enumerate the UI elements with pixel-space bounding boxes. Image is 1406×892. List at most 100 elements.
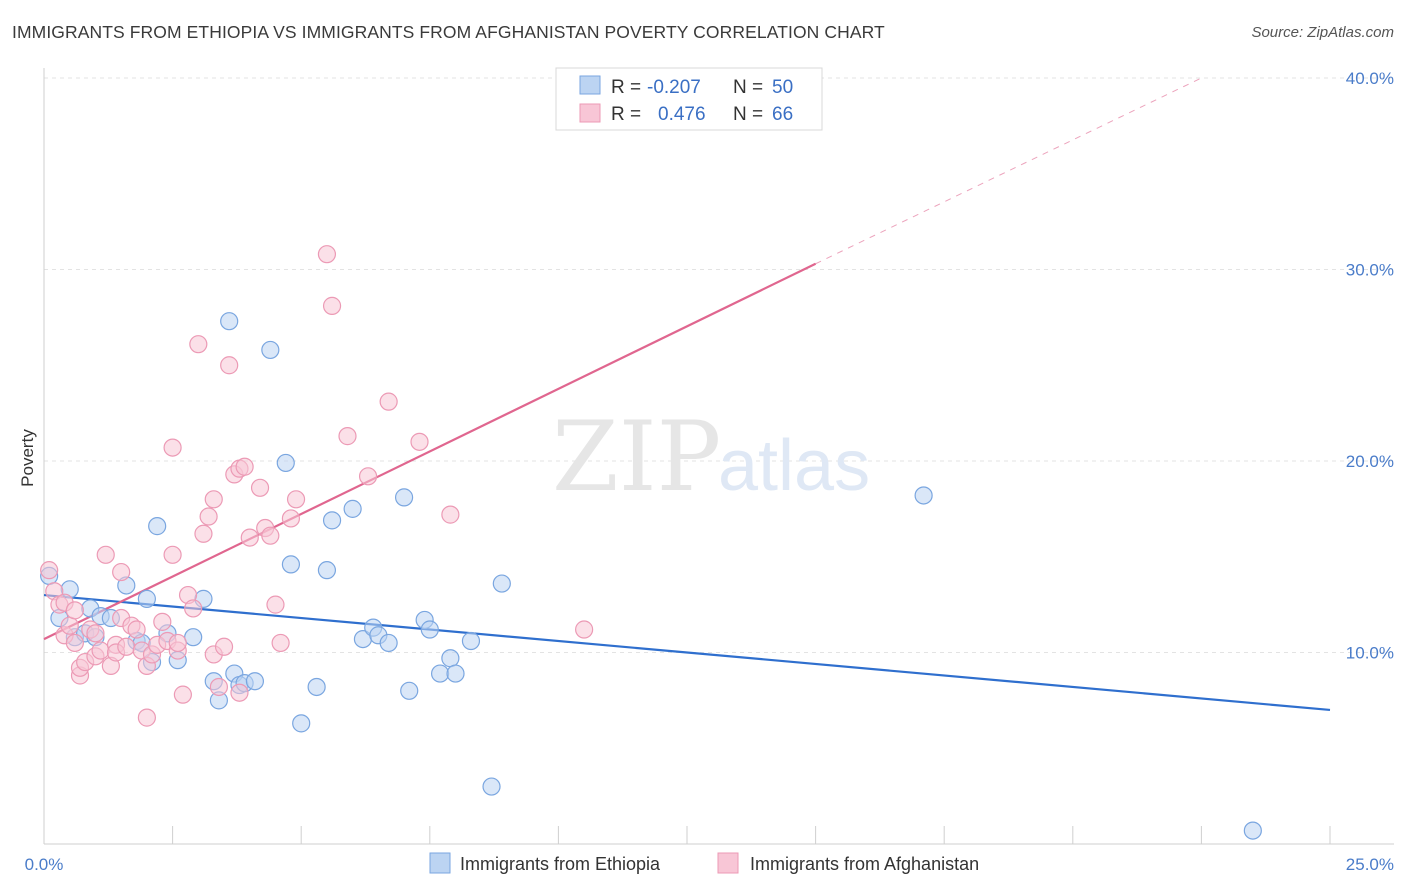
point-afghanistan (137, 708, 156, 727)
point-ethiopia (492, 574, 511, 593)
point-ethiopia (322, 511, 342, 530)
point-afghanistan (379, 392, 398, 411)
point-afghanistan (410, 432, 429, 451)
point-afghanistan (209, 677, 228, 697)
point-afghanistan (86, 624, 105, 643)
trend-line-afghanistan-extension (815, 77, 1202, 265)
legend-swatch-afghanistan (579, 103, 601, 123)
point-afghanistan (214, 637, 234, 656)
point-ethiopia (482, 777, 501, 796)
point-afghanistan (127, 620, 146, 639)
point-afghanistan (65, 601, 84, 620)
y-tick-label: 40.0% (1346, 69, 1394, 88)
point-afghanistan (91, 641, 110, 660)
point-ethiopia (245, 672, 265, 691)
y-tick-label: 30.0% (1346, 261, 1394, 280)
point-afghanistan (163, 545, 182, 564)
trend-line-afghanistan (43, 262, 817, 641)
data-points (40, 245, 1262, 840)
point-ethiopia (137, 589, 156, 608)
source-label: Source: ZipAtlas.com (1251, 24, 1394, 41)
point-ethiopia (148, 517, 167, 536)
point-afghanistan (261, 526, 280, 545)
legend-swatch-ethiopia (579, 75, 601, 95)
point-afghanistan (173, 685, 192, 704)
point-afghanistan (271, 633, 290, 653)
axes (43, 68, 1394, 845)
legend-n-value: 66 (772, 104, 793, 125)
legend-r-label: R = (611, 104, 641, 125)
point-afghanistan (220, 356, 239, 375)
point-afghanistan (168, 633, 187, 653)
series-legend-swatch-afghanistan (717, 852, 739, 874)
point-afghanistan (112, 562, 131, 582)
series-legend: Immigrants from Ethiopia Immigrants from… (429, 852, 979, 874)
y-tick-label: 20.0% (1346, 452, 1394, 471)
point-ethiopia (379, 633, 398, 653)
watermark-atlas: atlas (718, 426, 870, 506)
point-afghanistan (184, 599, 203, 618)
legend-r-value: 0.476 (658, 104, 706, 125)
y-tick-labels: 10.0% 20.0% 30.0% 40.0% (1346, 69, 1394, 663)
point-afghanistan (575, 620, 594, 639)
point-ethiopia (420, 620, 439, 639)
point-ethiopia (220, 312, 239, 331)
x-tick-label: 0.0% (25, 855, 64, 874)
series-legend-swatch-ethiopia (429, 852, 451, 874)
point-afghanistan (235, 457, 254, 476)
point-ethiopia (281, 555, 301, 574)
legend-r-label: R = (611, 77, 641, 98)
point-afghanistan (153, 612, 172, 631)
series-legend-label-ethiopia: Immigrants from Ethiopia (460, 854, 661, 874)
series-legend-label-afghanistan: Immigrants from Afghanistan (750, 854, 979, 874)
point-afghanistan (240, 528, 259, 547)
x-tick-label: 25.0% (1346, 855, 1394, 874)
point-ethiopia (317, 561, 337, 580)
point-ethiopia (261, 340, 280, 360)
point-afghanistan (194, 524, 213, 543)
point-ethiopia (1243, 821, 1262, 840)
point-afghanistan (338, 427, 357, 446)
point-ethiopia (914, 486, 933, 505)
legend-r-value: -0.207 (647, 77, 701, 98)
point-afghanistan (322, 296, 342, 315)
watermark-zip: ZIP (552, 401, 721, 513)
point-ethiopia (276, 453, 295, 473)
point-ethiopia (184, 628, 203, 647)
point-afghanistan (358, 467, 378, 486)
point-afghanistan (60, 616, 79, 635)
trend-line-ethiopia (43, 593, 1331, 712)
point-afghanistan (189, 335, 208, 354)
point-afghanistan (281, 509, 301, 528)
point-afghanistan (266, 595, 285, 614)
legend-n-label: N = (733, 77, 763, 98)
x-tick-labels: 0.0% 25.0% (25, 855, 1394, 874)
point-afghanistan (117, 637, 136, 656)
watermark: ZIP atlas (552, 401, 870, 513)
point-afghanistan (441, 505, 460, 524)
y-tick-label: 10.0% (1346, 644, 1394, 663)
legend-n-label: N = (733, 104, 763, 125)
point-ethiopia (343, 499, 362, 518)
point-ethiopia (400, 681, 419, 700)
grid-lines (44, 77, 1394, 653)
point-afghanistan (163, 438, 182, 457)
point-afghanistan (286, 490, 306, 509)
point-ethiopia (441, 649, 460, 668)
trend-lines (43, 77, 1331, 712)
point-afghanistan (317, 245, 337, 264)
point-ethiopia (394, 488, 414, 507)
point-ethiopia (292, 714, 311, 733)
y-axis-label: Poverty (18, 429, 37, 487)
point-afghanistan (204, 490, 223, 509)
point-afghanistan (40, 561, 59, 580)
chart-title: IMMIGRANTS FROM ETHIOPIA VS IMMIGRANTS F… (12, 22, 885, 42)
point-ethiopia (430, 664, 450, 683)
point-afghanistan (65, 633, 84, 653)
point-afghanistan (250, 478, 270, 497)
point-afghanistan (230, 683, 249, 702)
point-ethiopia (461, 631, 481, 651)
stats-legend: R = -0.207 N = 50 R = 0.476 N = 66 (555, 67, 823, 131)
point-afghanistan (96, 545, 115, 564)
